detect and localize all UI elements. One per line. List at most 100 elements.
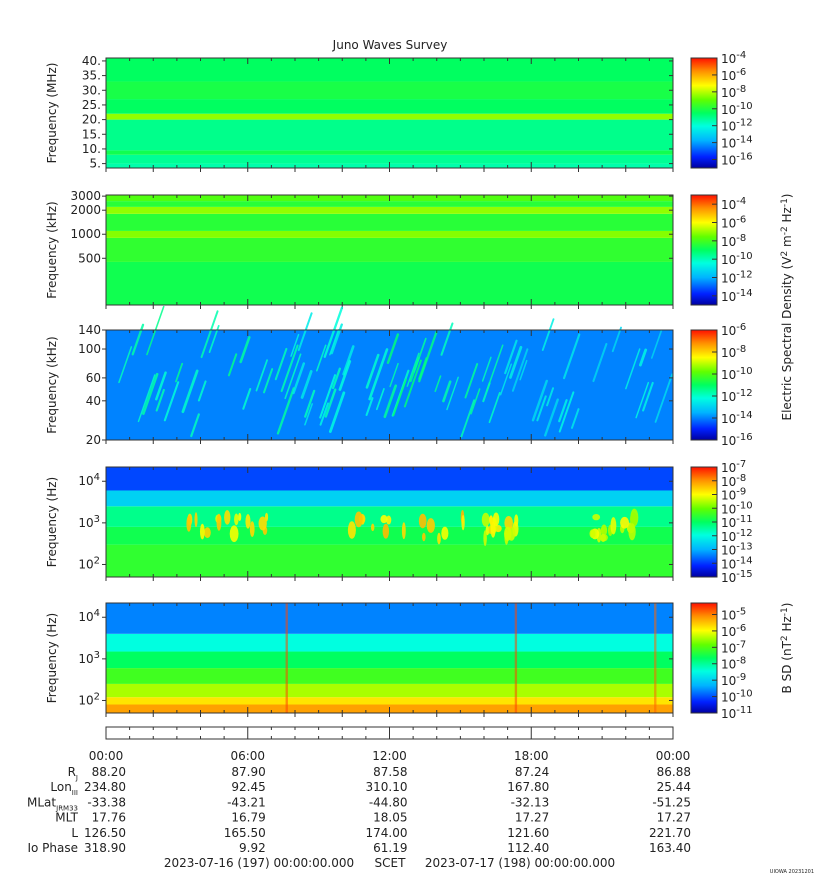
emission-streak — [368, 348, 389, 401]
emission-blob — [461, 514, 465, 531]
emission-streak — [562, 333, 581, 380]
colorbar-tick-label: 10-14 — [721, 135, 753, 151]
heatmap-row — [106, 651, 673, 669]
y-tick-label: 100 — [78, 342, 101, 356]
ephemeris-value: 163.40 — [649, 841, 691, 855]
emission-streak — [544, 398, 559, 437]
time-tick-label: 12:00 — [372, 749, 407, 763]
emission-streak — [386, 333, 400, 364]
emission-streak — [375, 388, 385, 411]
y-tick-label: 60 — [86, 371, 101, 385]
ephemeris-label: L — [71, 826, 78, 840]
emission-blob — [216, 513, 222, 531]
heatmap-row — [106, 697, 673, 705]
ephemeris-value: -32.13 — [511, 795, 550, 809]
emission-streak — [319, 402, 329, 426]
ephemeris-value: 18.05 — [373, 811, 407, 825]
colorbar-tick-label: 10-12 — [721, 118, 753, 134]
emission-streak — [163, 381, 180, 422]
ephemeris-value: 167.80 — [507, 780, 549, 794]
y-tick-label: 30. — [82, 83, 101, 97]
y-tick-label: 40. — [82, 54, 101, 68]
emission-streak — [406, 352, 420, 387]
emission-streak — [488, 391, 501, 424]
emission-streak — [316, 344, 327, 372]
footer-stamp: UIOWA 20231201 — [770, 869, 814, 875]
colorbar-tick-label: 10-9 — [721, 672, 746, 688]
emission-streak — [558, 399, 568, 423]
ephemeris-value: 174.00 — [366, 826, 408, 840]
emission-streak — [541, 318, 555, 351]
emission-streak — [280, 344, 299, 393]
emission-streak — [635, 381, 650, 419]
y-tick-label: 104 — [78, 472, 100, 488]
y-tick-label: 104 — [78, 608, 100, 624]
emission-streak — [611, 326, 622, 353]
emission-streak — [239, 336, 251, 364]
emission-blob — [592, 513, 601, 521]
colorbar-tick-label: 10-6 — [721, 67, 746, 83]
emission-blob — [245, 514, 251, 529]
emission-streak — [328, 391, 346, 433]
emission-streak — [263, 368, 274, 394]
emission-streak — [460, 399, 476, 438]
y-tick-label: 40 — [86, 394, 101, 408]
emission-streak — [190, 413, 200, 438]
emission-streak — [242, 387, 252, 410]
ephemeris-value: 17.27 — [515, 811, 549, 825]
emission-blob — [628, 523, 636, 541]
colorbar-title-electric: Electric Spectral Density (V2 m-2 Hz-1) — [780, 193, 794, 420]
emission-streak — [442, 380, 452, 403]
colorbar-tick-label: 10-15 — [721, 569, 753, 585]
colorbar-tick-label: 10-5 — [721, 606, 746, 622]
colorbar — [690, 194, 718, 306]
emission-streak — [300, 370, 313, 399]
emission-spike — [514, 603, 518, 713]
heatmap-row — [106, 119, 673, 151]
emission-spike — [285, 603, 288, 713]
colorbar-tick-label: 10-8 — [721, 84, 746, 100]
time-range-start: 2023-07-16 (197) 00:00:00.000 — [164, 856, 354, 870]
ephemeris-value: 234.80 — [84, 780, 126, 794]
colorbar-tick-label: 10-7 — [721, 639, 746, 655]
y-tick-label: 103 — [78, 650, 100, 666]
emission-blob — [422, 532, 426, 542]
heatmap-row — [106, 490, 673, 507]
ephemeris-value: 112.40 — [507, 841, 549, 855]
emission-streak — [324, 388, 337, 418]
colorbar-title-magnetic: B SD (nT2 Hz-1) — [780, 603, 794, 694]
ephemeris-label: MLatJRM33 — [27, 795, 78, 812]
y-axis-label: Frequency (MHz) — [45, 63, 59, 164]
emission-streak — [146, 305, 165, 356]
emission-blob — [490, 521, 496, 538]
ephemeris-value: -51.25 — [652, 795, 691, 809]
emission-streak — [446, 376, 459, 411]
colorbar-tick-label: 10-11 — [721, 705, 753, 721]
heatmap-row — [106, 201, 673, 207]
colorbar — [690, 329, 718, 441]
emission-streak — [403, 359, 422, 408]
heatmap-row — [106, 237, 673, 262]
colorbar-tick-label: 10-10 — [721, 101, 753, 117]
emission-blob — [386, 515, 392, 525]
emission-blob — [610, 517, 617, 535]
colorbar-tick-label: 10-12 — [721, 528, 753, 544]
y-axis-label: Frequency (Hz) — [45, 613, 59, 704]
emission-blob — [426, 518, 435, 533]
time-tick-label: 00:00 — [89, 749, 124, 763]
colorbar-tick-label: 10-6 — [721, 623, 746, 639]
colorbar-tick-label: 10-10 — [721, 500, 753, 516]
heatmap-row — [106, 81, 673, 100]
ephemeris-value: 17.27 — [657, 811, 691, 825]
emission-blob — [234, 513, 239, 526]
emission-blob — [382, 523, 390, 539]
emission-blob — [418, 513, 427, 529]
colorbar-tick-label: 10-10 — [721, 689, 753, 705]
ephemeris-value: 87.58 — [373, 765, 407, 779]
emission-blob — [514, 514, 519, 527]
heatmap-row — [106, 113, 673, 120]
emission-streak — [558, 391, 575, 433]
ephemeris-value: 87.90 — [231, 765, 265, 779]
